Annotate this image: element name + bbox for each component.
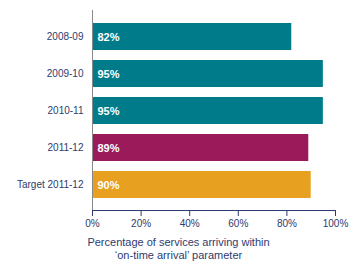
svg-text:20%: 20% [131, 218, 151, 229]
svg-text:90%: 90% [98, 179, 120, 191]
svg-text:2008-09: 2008-09 [47, 31, 84, 42]
svg-text:40%: 40% [180, 218, 200, 229]
svg-text:Target 2011-12: Target 2011-12 [17, 179, 84, 190]
svg-text:82%: 82% [98, 31, 120, 43]
svg-text:60%: 60% [228, 218, 248, 229]
html-text:Percentage of services arrivin: Percentage of services arriving within ‘… [87, 236, 270, 261]
svg-text:95%: 95% [98, 105, 120, 117]
svg-text:0%: 0% [85, 218, 100, 229]
svg-text:89%: 89% [98, 142, 120, 154]
svg-text:2010-11: 2010-11 [48, 105, 84, 116]
svg-text:100%: 100% [323, 218, 349, 229]
svg-text:2009-10: 2009-10 [47, 68, 84, 79]
svg-text:95%: 95% [98, 68, 120, 80]
svg-text:2011-12: 2011-12 [48, 142, 84, 153]
svg-text:80%: 80% [277, 218, 297, 229]
